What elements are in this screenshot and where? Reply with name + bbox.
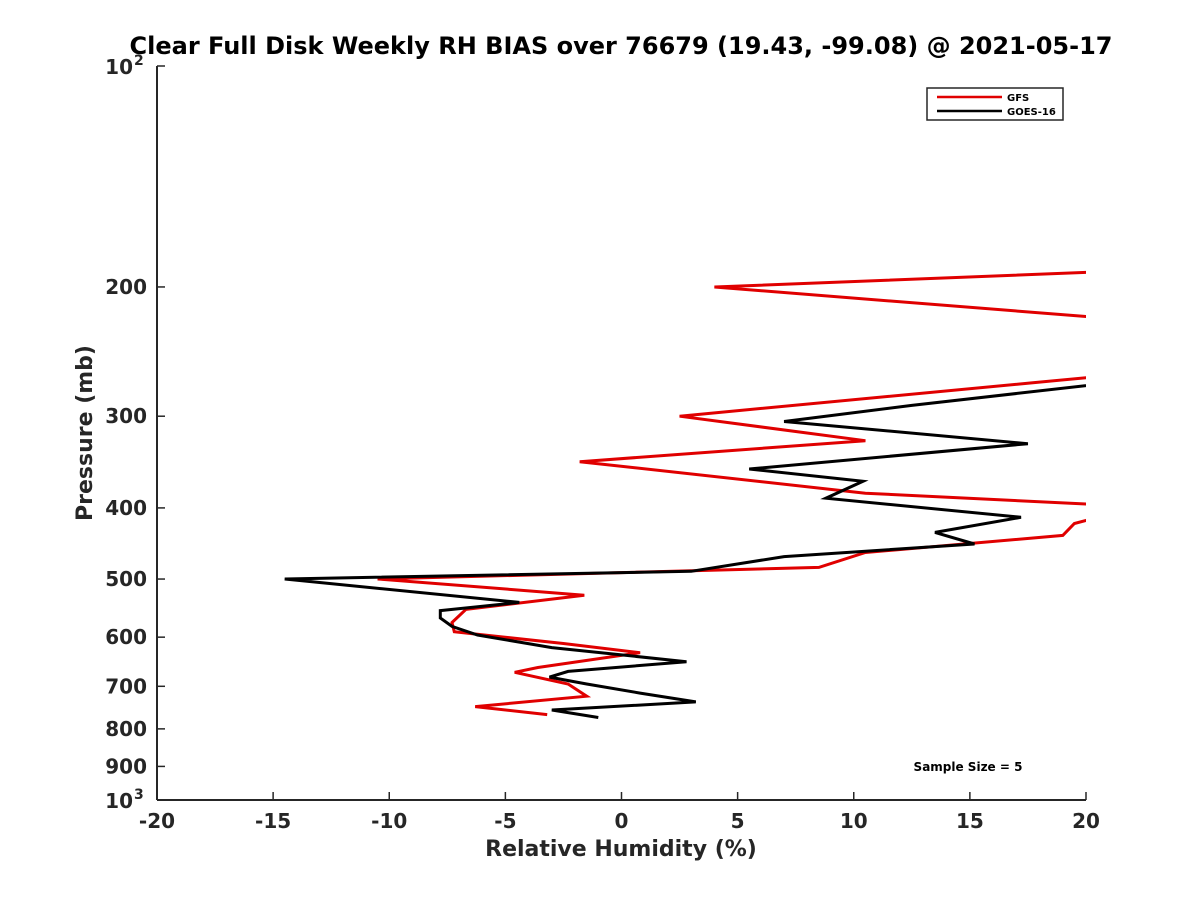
x-tick-label: -5	[494, 809, 516, 833]
y-tick-label: 900	[105, 754, 147, 778]
y-tick-exponent: 3	[134, 787, 144, 803]
x-tick-label: -10	[371, 809, 407, 833]
x-tick-label: 20	[1072, 809, 1100, 833]
y-tick-label: 700	[105, 674, 147, 698]
x-ticks: -20 -15 -10 -5 0 5 10 15 20	[139, 792, 1100, 833]
y-tick-label: 200	[105, 275, 147, 299]
chart-title: Clear Full Disk Weekly RH BIAS over 7667…	[130, 32, 1113, 60]
y-tick-label: 300	[105, 404, 147, 428]
y-tick-exponent: 2	[134, 53, 144, 69]
series-line-gfs	[377, 270, 1086, 717]
x-axis-label: Relative Humidity (%)	[485, 837, 757, 862]
y-tick-label: 400	[105, 496, 147, 520]
y-axis-label: Pressure (mb)	[73, 345, 98, 521]
legend-label-gfs: GFS	[1007, 93, 1029, 104]
y-tick-label: 500	[105, 567, 147, 591]
x-tick-label: 15	[956, 809, 984, 833]
sample-size-annotation: Sample Size = 5	[914, 760, 1023, 774]
x-tick-label: 10	[840, 809, 868, 833]
legend: GFS GOES-16	[926, 87, 1064, 121]
x-tick-label: -15	[255, 809, 291, 833]
y-tick-label-exp: 10	[105, 789, 133, 813]
x-tick-label: 5	[731, 809, 745, 833]
y-tick-label-exp: 10	[105, 55, 133, 79]
y-tick-label: 600	[105, 625, 147, 649]
legend-box	[926, 87, 1064, 121]
x-tick-label: 0	[615, 809, 629, 833]
x-tick-label: -20	[139, 809, 175, 833]
series-line-goes-16	[284, 384, 1086, 719]
series-lines	[284, 270, 1086, 719]
legend-label-goes-16: GOES-16	[1007, 107, 1056, 118]
y-tick-label: 800	[105, 717, 147, 741]
